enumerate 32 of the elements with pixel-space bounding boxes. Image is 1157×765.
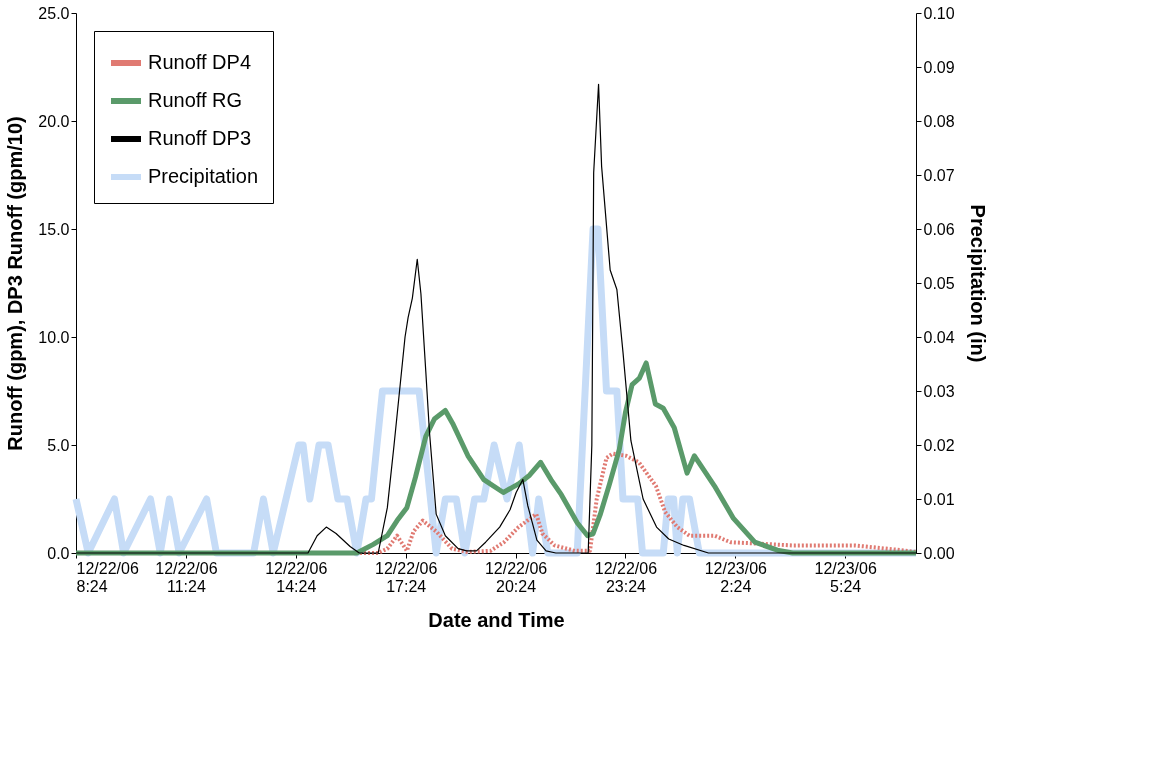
x-axis-title: Date and Time: [428, 608, 565, 631]
y2-axis-title: Precipitation (in): [966, 204, 989, 363]
y-tick-label: 25.0: [38, 4, 70, 22]
y2-tick-label: 0.05: [923, 274, 955, 292]
x-tick-label: 12/22/06 11:24: [155, 559, 218, 595]
y2-tick-label: 0.03: [923, 382, 955, 400]
x-tick-label: 12/23/06 5:24: [814, 559, 877, 595]
x-tick-label: 12/23/06 2:24: [704, 559, 768, 595]
x-tick-label: 12/22/06 20:24: [484, 559, 548, 595]
y2-tick-label: 0.04: [923, 328, 955, 346]
y2-tick-label: 0.00: [923, 544, 955, 562]
y-tick-label: 15.0: [38, 220, 70, 238]
y2-tick-label: 0.09: [923, 58, 955, 76]
legend-label: Runoff DP4: [148, 51, 252, 73]
legend-label: Runoff RG: [148, 89, 243, 111]
x-tick-label: 12/22/06 17:24: [375, 559, 438, 595]
y2-tick-label: 0.08: [923, 112, 955, 130]
y-axis-title: Runoff (gpm), DP3 Runoff (gpm/10): [4, 116, 27, 451]
y-tick-label: 20.0: [38, 112, 70, 130]
y2-tick-label: 0.06: [923, 220, 955, 238]
y2-tick-label: 0.07: [923, 166, 955, 184]
y-tick-label: 10.0: [38, 328, 70, 346]
legend-label: Precipitation: [148, 165, 259, 187]
y2-tick-label: 0.10: [923, 4, 955, 22]
y2-tick-label: 0.02: [923, 436, 955, 454]
y2-tick-label: 0.01: [923, 490, 955, 508]
legend-label: Runoff DP3: [148, 127, 252, 149]
x-tick-label: 12/22/06 8:24: [76, 559, 139, 595]
y-tick-label: 0.0: [47, 544, 70, 562]
y-tick-label: 5.0: [47, 436, 70, 454]
x-tick-label: 12/22/06 14:24: [265, 559, 328, 595]
x-tick-label: 12/22/06 23:24: [594, 559, 658, 595]
